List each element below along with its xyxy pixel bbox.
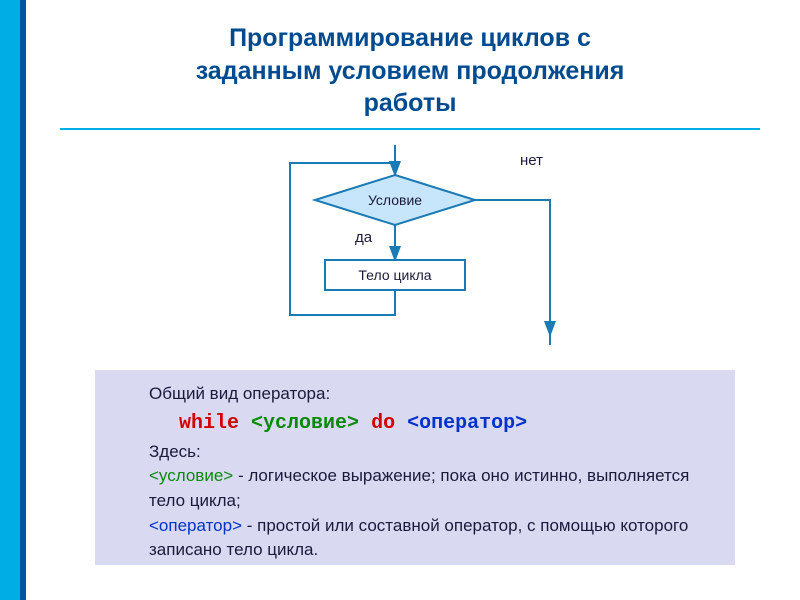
page-title: Программирование циклов сзаданным услови…	[60, 22, 760, 120]
condition-term: <условие>	[149, 466, 233, 485]
operator-term: <оператор>	[149, 516, 242, 535]
operator-placeholder: <оператор>	[407, 412, 527, 435]
here-label: Здесь:	[149, 440, 721, 465]
flowchart-diagram: нет да Условие Тело цикла	[220, 145, 620, 345]
left-stripe-inner	[20, 0, 26, 600]
operator-description: <оператор> - простой или составной опера…	[149, 514, 721, 563]
svg-text:нет: нет	[520, 152, 543, 169]
while-keyword: while	[179, 412, 239, 435]
svg-text:Тело цикла: Тело цикла	[358, 267, 431, 283]
svg-text:Условие: Условие	[368, 192, 422, 208]
codebox-heading: Общий вид оператора:	[149, 382, 721, 407]
condition-description: <условие> - логическое выражение; пока о…	[149, 464, 721, 513]
title-underline	[60, 128, 760, 130]
do-keyword: do	[371, 412, 395, 435]
code-description-box: Общий вид оператора: while <условие> do …	[95, 370, 735, 565]
left-stripe	[0, 0, 20, 600]
svg-text:да: да	[355, 229, 373, 246]
code-template-line: while <условие> do <оператор>	[179, 409, 721, 438]
condition-placeholder: <условие>	[251, 412, 359, 435]
